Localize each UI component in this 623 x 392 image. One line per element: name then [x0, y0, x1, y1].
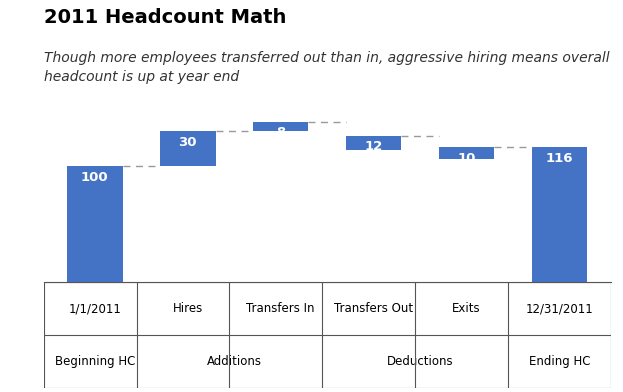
Text: Deductions: Deductions: [387, 355, 454, 368]
Text: Exits: Exits: [452, 302, 481, 315]
Text: Transfers Out: Transfers Out: [334, 302, 413, 315]
Text: 30: 30: [178, 136, 197, 149]
Text: 12/31/2011: 12/31/2011: [526, 302, 593, 315]
Text: 100: 100: [81, 171, 108, 183]
Text: 2011 Headcount Math: 2011 Headcount Math: [44, 8, 286, 27]
Text: Hires: Hires: [173, 302, 203, 315]
Text: 10: 10: [457, 152, 476, 165]
Text: Additions: Additions: [207, 355, 262, 368]
Bar: [159, 131, 216, 166]
Text: 116: 116: [546, 152, 573, 165]
Text: 8: 8: [276, 126, 285, 139]
Text: Transfers In: Transfers In: [246, 302, 315, 315]
Text: Beginning HC: Beginning HC: [55, 355, 135, 368]
Bar: [253, 122, 308, 131]
Text: Ending HC: Ending HC: [529, 355, 590, 368]
Text: Though more employees transferred out than in, aggressive hiring means overall
h: Though more employees transferred out th…: [44, 51, 609, 84]
Text: 1/1/2011: 1/1/2011: [69, 302, 121, 315]
Bar: [439, 147, 495, 159]
Bar: [67, 166, 123, 282]
Bar: [531, 147, 587, 282]
Text: 12: 12: [364, 140, 383, 153]
Bar: [346, 136, 401, 150]
